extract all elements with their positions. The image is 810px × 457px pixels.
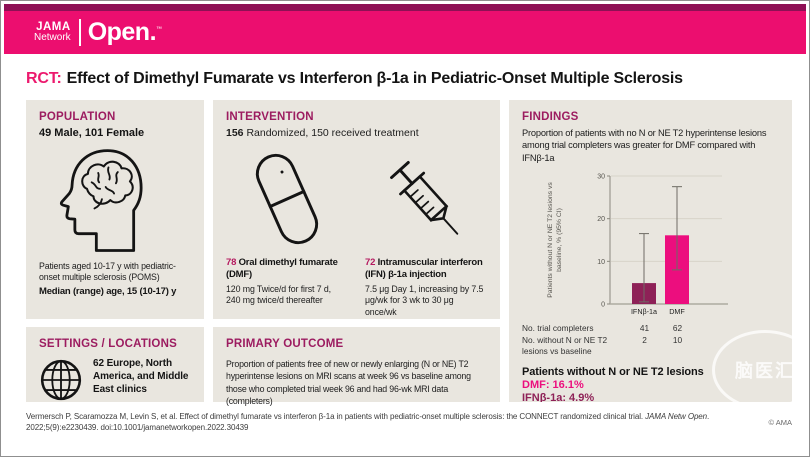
copyright-notice: © AMA	[768, 417, 792, 427]
y-tick-label: 20	[597, 216, 605, 223]
settings-heading: SETTINGS / LOCATIONS	[39, 338, 177, 350]
globe-icon	[39, 358, 83, 402]
findings-stats-table: No. trial completers 41 62 No. without N…	[522, 323, 779, 356]
primary-outcome-heading: PRIMARY OUTCOME	[226, 338, 344, 350]
top-accent-stripe	[4, 4, 806, 11]
stats-value: 2	[642, 335, 647, 346]
jama-network-open-logo: JAMA Network Open.™	[34, 19, 162, 46]
population-median-age: Median (range) age, 15 (10-17) y	[39, 285, 177, 297]
settings-row: 62 Europe, North America, and Middle Eas…	[39, 358, 191, 402]
arm-dmf-dosing: 120 mg Twice/d for first 7 d, 240 mg twi…	[226, 283, 331, 306]
arm-dmf: 78 Oral dimethyl fumarate (DMF) 120 mg T…	[226, 141, 347, 318]
findings-summary: Patients without N or NE T2 lesions DMF:…	[522, 366, 779, 402]
population-panel: POPULATION 49 Male, 101 Female Patients …	[26, 100, 204, 319]
arm-ifn-dosing: 7.5 μg Day 1, increasing by 7.5 μg/wk fo…	[365, 283, 484, 317]
arm-ifn-label: Intramuscular interferon (IFN) β-1a inje…	[365, 257, 483, 280]
capsule-icon	[226, 141, 347, 257]
brand-header: JAMA Network Open.™	[4, 11, 806, 54]
findings-description: Proportion of patients with no N or NE T…	[522, 128, 767, 163]
settings-panel: SETTINGS / LOCATIONS 62 Europe, North Am…	[26, 327, 204, 402]
arm-ifn: 72 Intramuscular interferon (IFN) β-1a i…	[365, 141, 486, 318]
y-tick-label: 30	[597, 173, 605, 180]
intervention-heading: INTERVENTION	[226, 111, 314, 123]
abstract-title: RCT: Effect of Dimethyl Fumarate vs Inter…	[4, 54, 806, 100]
stats-row-label: No. trial completers	[522, 322, 594, 333]
findings-heading: FINDINGS	[522, 111, 579, 123]
intervention-arms: 78 Oral dimethyl fumarate (DMF) 120 mg T…	[226, 141, 487, 318]
open-wordmark: Open.™	[87, 18, 162, 46]
panels-grid: POPULATION 49 Male, 101 Female Patients …	[26, 100, 792, 406]
citation-text-2: . 2022;5(9):e2230439. doi:10.1001/jamane…	[26, 412, 710, 433]
brain-head-icon	[49, 145, 191, 257]
trademark-symbol: ™	[156, 26, 162, 33]
title-text: Effect of Dimethyl Fumarate vs Interfero…	[66, 70, 683, 87]
stats-value: 62	[672, 322, 683, 333]
category-label: DMF	[669, 307, 685, 316]
jama-network-wordmark: JAMA Network	[34, 20, 71, 44]
citation: Vermersch P, Scaramozza M, Levin S, et a…	[26, 411, 731, 433]
arm-dmf-name: 78 Oral dimethyl fumarate (DMF)	[226, 257, 347, 281]
citation-text-1: Vermersch P, Scaramozza M, Levin S, et a…	[26, 412, 646, 421]
syringe-icon	[365, 141, 486, 257]
summary-heading: Patients without N or NE T2 lesions	[522, 365, 704, 378]
settings-text: 62 Europe, North America, and Middle Eas…	[93, 358, 189, 395]
rct-tag: RCT:	[26, 70, 62, 87]
arm-dmf-count: 78	[226, 257, 237, 268]
findings-chart-svg: 0 10 20 30 IFNβ-1a DMF Patients without N or N…	[547, 173, 728, 316]
footer: Vermersch P, Scaramozza M, Levin S, et a…	[26, 411, 792, 433]
category-label: IFNβ-1a	[631, 307, 657, 316]
summary-ifn-value: IFNβ-1a: 4.9%	[522, 391, 595, 402]
arm-ifn-count: 72	[365, 257, 376, 268]
citation-journal: JAMA Netw Open	[645, 412, 708, 421]
primary-outcome-text: Proportion of patients free of new or ne…	[226, 359, 471, 407]
stats-value: 10	[672, 335, 683, 346]
jama-text: JAMA	[36, 20, 71, 33]
population-description: Patients aged 10-17 y with pediatric-ons…	[39, 261, 176, 283]
randomized-count: 156	[226, 127, 244, 139]
network-text: Network	[34, 32, 71, 44]
arm-dmf-label: Oral dimethyl fumarate (DMF)	[226, 257, 338, 280]
y-axis-label: baseline, % (95% CI)	[556, 208, 563, 272]
y-tick-label: 0	[601, 301, 605, 308]
y-tick-label: 10	[597, 259, 605, 266]
summary-dmf-value: DMF: 16.1%	[522, 378, 584, 391]
stats-value: 41	[639, 322, 650, 333]
findings-panel: FINDINGS Proportion of patients with no …	[509, 100, 792, 402]
stats-row-label: No. without N or NE T2 lesions vs baseli…	[522, 335, 608, 356]
randomized-rest: Randomized, 150 received treatment	[243, 127, 419, 139]
open-text: Open	[87, 18, 150, 46]
intervention-panel: INTERVENTION 156 Randomized, 150 receive…	[213, 100, 500, 319]
population-heading: POPULATION	[39, 111, 116, 123]
intervention-randomized: 156 Randomized, 150 received treatment	[226, 127, 487, 139]
arm-ifn-name: 72 Intramuscular interferon (IFN) β-1a i…	[365, 257, 486, 281]
watermark-stamp: 脑医汇	[712, 330, 792, 402]
primary-outcome-panel: PRIMARY OUTCOME Proportion of patients f…	[213, 327, 500, 406]
population-counts: 49 Male, 101 Female	[39, 127, 145, 139]
y-axis-label: Patients without N or NE T2 lesions vs	[547, 181, 554, 297]
logo-divider	[78, 19, 81, 46]
